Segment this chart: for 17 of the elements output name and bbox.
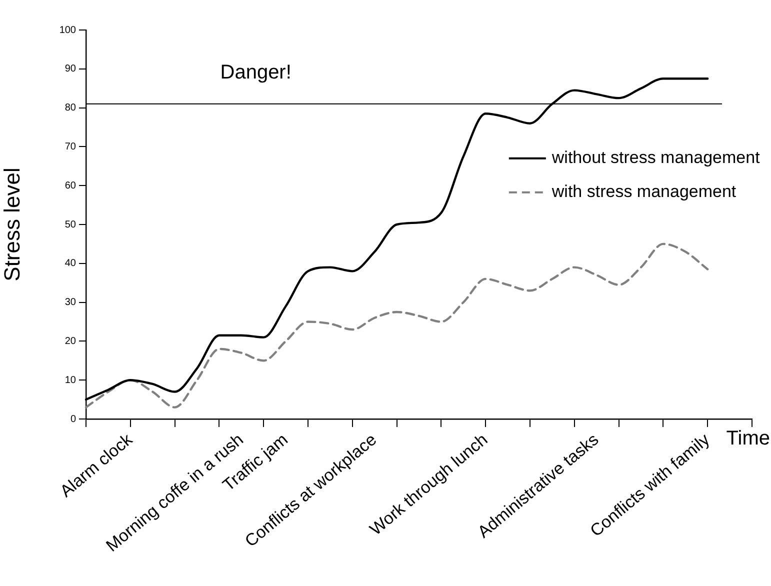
y-tick-label: 0 xyxy=(70,414,76,425)
y-tick-label: 50 xyxy=(64,219,76,230)
y-tick-label: 90 xyxy=(64,64,76,75)
x-axis-title: Time xyxy=(726,428,770,450)
line-series xyxy=(84,242,709,408)
y-tick-label: 30 xyxy=(64,297,76,308)
y-tick-label: 60 xyxy=(64,180,76,192)
y-tick-label: 80 xyxy=(64,102,76,114)
y-tick-label: 70 xyxy=(64,141,76,152)
y-axis-title: Stress level xyxy=(0,168,24,282)
legend-label: without stress management xyxy=(550,148,760,168)
y-tick-label: 100 xyxy=(59,24,76,36)
y-tick-label: 20 xyxy=(64,336,76,347)
ref-line-label: Danger! xyxy=(220,61,292,84)
legend-label: with stress management xyxy=(550,182,736,202)
y-tick-label: 40 xyxy=(64,258,76,270)
y-tick-label: 10 xyxy=(64,374,76,386)
